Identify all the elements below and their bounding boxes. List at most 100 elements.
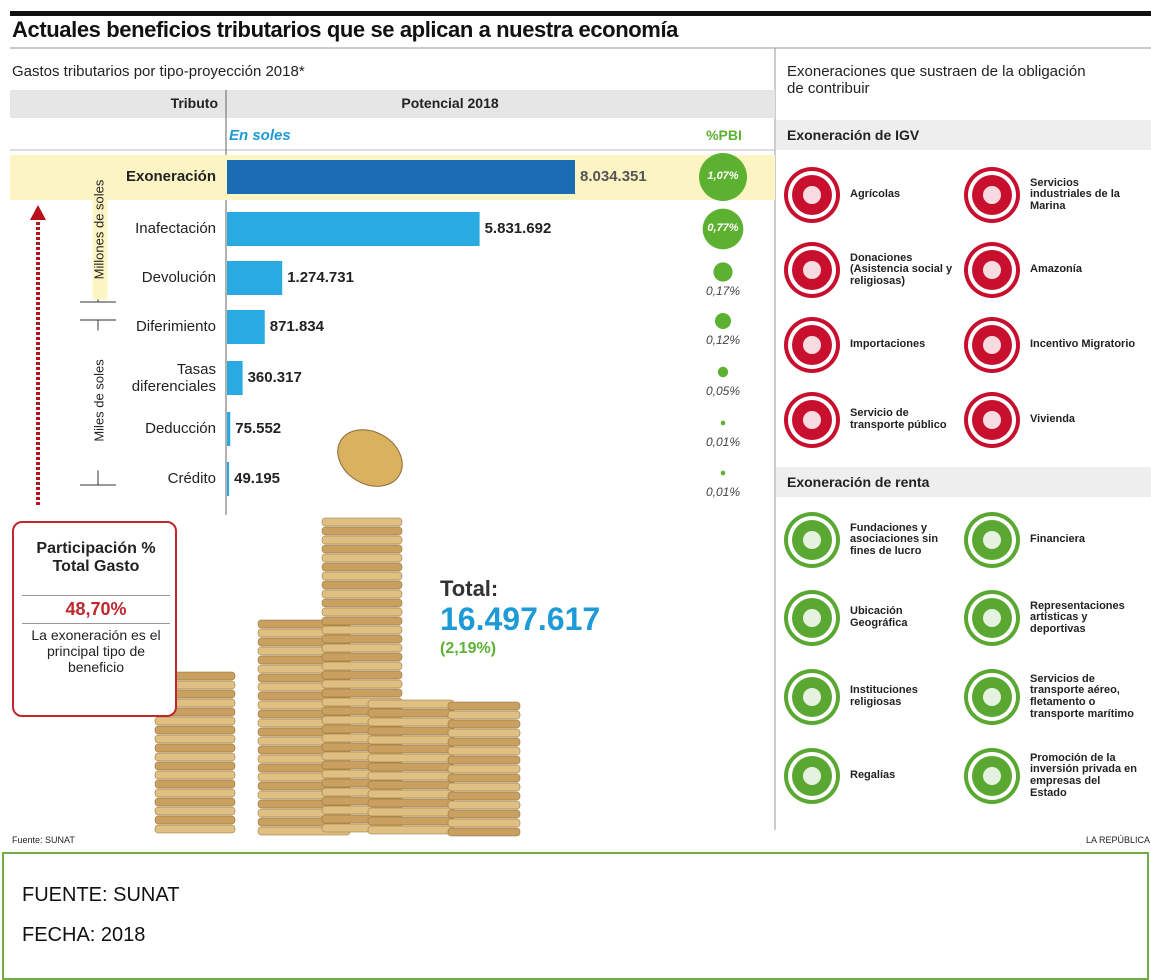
note-box [2,852,1149,980]
coin [321,580,403,590]
icon [803,336,821,354]
coin [321,661,403,671]
coin [367,717,455,727]
coin [447,710,521,720]
value-label: 360.317 [247,369,302,386]
icon [803,261,821,279]
coin [447,818,521,828]
header-band [10,90,775,118]
icon-label: Donaciones (Asistencia social y religios… [850,251,953,287]
pbi-dot [713,262,733,282]
icon-label: Servicios de transporte aéreo, fletament… [1030,672,1134,720]
category-label: Crédito [167,470,216,487]
icon-label: Regalías [850,769,896,782]
participacion-box [12,521,177,717]
category-label: Devolución [141,269,216,286]
panel-title: Exoneraciones que sustraen de la obligac… [787,63,1086,98]
coin [154,797,236,807]
pbi-dot [699,153,747,201]
coin [367,789,455,799]
icon [983,531,1001,549]
coin [367,798,455,808]
coin [154,716,236,726]
pbi-label: 0,01% [705,485,741,499]
coin [367,744,455,754]
coin [321,553,403,563]
coin [447,800,521,810]
pbi-label: 0,12% [705,333,741,347]
coin [154,815,236,825]
category-label: Exoneración [125,168,216,185]
icon-label: Ubicación Geográfica [850,605,908,629]
icon-label: Servicios industriales de la Marina [1030,176,1120,212]
coin [321,688,403,698]
coin [321,526,403,536]
icon [803,186,821,204]
pbi-dot [720,470,726,476]
coin [321,616,403,626]
coin [154,725,236,735]
pbi-label: 0,17% [705,284,741,298]
coin [154,743,236,753]
pbi-dot [720,420,726,426]
arrow-head [30,205,46,220]
coin [447,755,521,765]
coin [447,827,521,837]
column-header: Potencial 2018 [401,95,499,111]
icon-label: Agrícolas [850,188,901,201]
coin [321,535,403,545]
icon [983,411,1001,429]
total-value: 16.497.617 [440,601,601,637]
coin [447,791,521,801]
icon [803,609,821,627]
category-label: Inafectación [135,220,216,237]
coin [447,773,521,783]
igv-band [776,120,1151,150]
coin [367,762,455,772]
unit-label: %PBI [706,127,742,143]
bar [227,261,283,295]
bar [227,462,230,496]
icon [983,609,1001,627]
bar [227,160,575,194]
coin [321,652,403,662]
note-date: FECHA: 2018 [22,924,146,946]
pbi-label: 0,01% [705,435,741,449]
coin [447,809,521,819]
total-label: Total: [440,576,499,601]
value-label: 871.834 [269,318,324,335]
coin [321,571,403,581]
renta-band [776,467,1151,497]
coin [321,598,403,608]
note-source: FUENTE: SUNAT [22,884,180,906]
coin [321,679,403,689]
coin [154,779,236,789]
pbi-label: 0,77% [707,222,739,234]
coins [154,429,521,837]
icon [803,688,821,706]
box-title: Participación % Total Gasto [36,540,156,576]
coin [367,825,455,835]
icon-label: Fundaciones y asociaciones sin fines de … [850,521,939,557]
pbi-label: 1,07% [707,170,739,182]
category-label: Deducción [145,420,216,437]
icon [983,767,1001,785]
coin [321,607,403,617]
coin [367,771,455,781]
value-label: 8.034.351 [580,168,647,185]
coin [337,429,403,487]
pbi-label: 0,05% [705,384,741,398]
icon-label: Promoción de la inversión privada en emp… [1030,751,1137,799]
column-header: Tributo [170,95,218,111]
pbi-dot [714,312,732,330]
category-label: Diferimiento [135,318,216,335]
coin [154,824,236,834]
icon-label: Financiera [1030,533,1086,546]
icon-label: Servicio de transporte público [850,407,947,431]
value-label: 1.274.731 [287,269,354,286]
coin [367,780,455,790]
value-label: 5.831.692 [484,220,552,237]
section-title: Exoneración de renta [787,474,930,490]
coin [321,562,403,572]
